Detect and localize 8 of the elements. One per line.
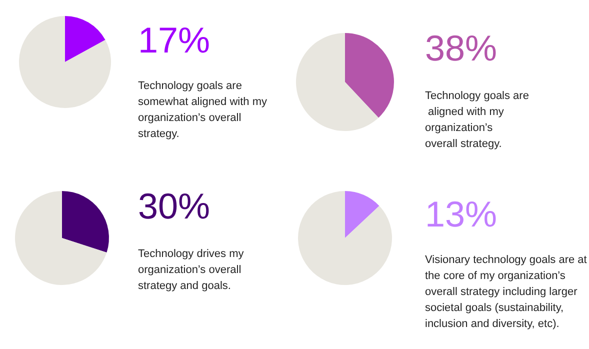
data-label: 38% xyxy=(425,28,498,68)
text: Technology goals are aligned with my organization’s overall strategy. xyxy=(425,90,529,150)
data-label: 30% xyxy=(138,186,210,226)
text: Technology goals are somewhat aligned with my organization’s overall strategy. xyxy=(138,80,270,140)
text: Technology drives my organization’s overall strategy and goals. xyxy=(138,248,247,292)
data-label: 13% xyxy=(425,194,498,234)
data-label: 17% xyxy=(138,20,210,60)
text: Visionary technology goals are at the core of my organization’s overall strategy including larger societal goals (sustainability, inclusion and diversity, etc). xyxy=(425,254,589,330)
